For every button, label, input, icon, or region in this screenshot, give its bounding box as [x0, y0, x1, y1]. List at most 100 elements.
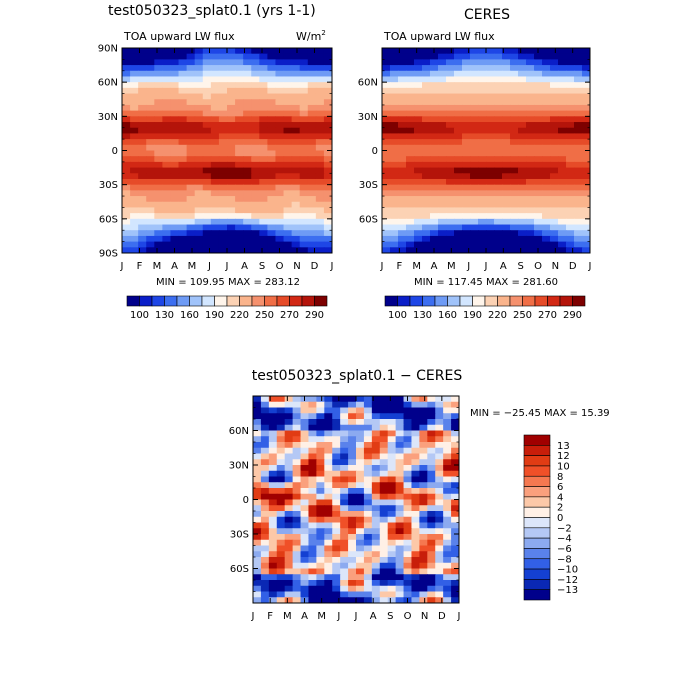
heatmap-cell	[451, 597, 459, 603]
heatmap-cell	[267, 224, 277, 231]
heatmap-cell	[210, 133, 220, 140]
heatmap-cell	[276, 407, 286, 414]
panel-diff: test050323_splat0.1 − CERES 60N30N030S60…	[229, 368, 610, 622]
heatmap-cell	[356, 580, 365, 587]
heatmap-cell	[422, 70, 431, 78]
x-tick-label: O	[276, 261, 284, 272]
heatmap-cell	[462, 76, 471, 83]
heatmap-cell	[390, 133, 399, 140]
heatmap-cell	[486, 59, 495, 66]
heatmap-cell	[390, 201, 399, 209]
heatmap-cell	[332, 505, 341, 512]
heatmap-cell	[340, 465, 349, 472]
heatmap-cell	[202, 116, 212, 123]
heatmap-cell	[122, 167, 131, 174]
heatmap-cell	[138, 116, 147, 123]
heatmap-cell	[398, 247, 407, 253]
heatmap-cell	[259, 144, 268, 152]
heatmap-cell	[403, 568, 413, 575]
heatmap-cell	[411, 407, 420, 414]
panel-obs-title: CERES	[464, 7, 510, 23]
heatmap-cell	[146, 150, 155, 157]
heatmap-cell	[323, 127, 332, 135]
heatmap-cell	[210, 150, 220, 157]
heatmap-cell	[558, 70, 567, 78]
heatmap-cell	[363, 482, 373, 489]
heatmap-cell	[253, 407, 262, 414]
heatmap-cell	[510, 48, 519, 55]
x-tick-label: N	[421, 611, 428, 622]
heatmap-cell	[316, 470, 325, 478]
heatmap-cell	[470, 127, 479, 135]
heatmap-cell	[276, 401, 286, 409]
heatmap-cell	[276, 459, 286, 466]
heatmap-cell	[403, 591, 413, 598]
heatmap-cell	[454, 247, 463, 253]
y-tick-label: 60S	[99, 214, 118, 225]
heatmap-cell	[534, 122, 543, 129]
heatmap-cell	[253, 453, 262, 460]
heatmap-cell	[470, 65, 479, 72]
heatmap-cell	[371, 591, 381, 598]
heatmap-cell	[299, 150, 309, 157]
heatmap-cell	[324, 396, 333, 403]
heatmap-cell	[291, 65, 301, 72]
heatmap-cell	[398, 156, 407, 163]
heatmap-cell	[550, 133, 559, 140]
heatmap-cell	[574, 196, 583, 203]
heatmap-cell	[260, 419, 270, 426]
heatmap-cell	[348, 436, 357, 443]
heatmap-cell	[332, 516, 341, 524]
heatmap-cell	[332, 522, 341, 529]
heatmap-cell	[582, 184, 590, 191]
heatmap-cell	[154, 48, 163, 55]
heatmap-cell	[430, 127, 439, 135]
heatmap-cell	[268, 453, 278, 460]
heatmap-cell	[210, 230, 220, 237]
heatmap-cell	[308, 551, 317, 558]
heatmap-cell	[435, 562, 444, 570]
heatmap-cell	[419, 401, 428, 409]
heatmap-cell	[582, 196, 590, 203]
heatmap-cell	[275, 116, 285, 123]
heatmap-cell	[291, 116, 301, 123]
heatmap-cell	[340, 470, 349, 478]
heatmap-cell	[438, 139, 447, 146]
heatmap-cell	[202, 184, 212, 191]
heatmap-cell	[542, 207, 551, 214]
heatmap-cell	[292, 396, 302, 403]
heatmap-cell	[518, 70, 527, 78]
heatmap-cell	[526, 230, 535, 237]
x-tick-label: F	[137, 261, 143, 272]
heatmap-cell	[154, 241, 163, 248]
heatmap-cell	[243, 207, 252, 214]
heatmap-cell	[227, 235, 236, 243]
heatmap-cell	[243, 53, 252, 60]
heatmap-cell	[268, 470, 278, 478]
colorbar-swatch	[523, 445, 551, 456]
heatmap-cell	[371, 557, 381, 564]
heatmap-cell	[235, 224, 244, 231]
heatmap-cell	[260, 488, 270, 495]
heatmap-cell	[566, 99, 575, 106]
heatmap-cell	[130, 156, 139, 163]
heatmap-cell	[259, 213, 268, 220]
heatmap-cell	[253, 511, 262, 518]
heatmap-cell	[291, 70, 301, 78]
heatmap-cell	[283, 201, 293, 209]
heatmap-cell	[534, 116, 543, 123]
heatmap-cell	[299, 224, 309, 231]
heatmap-cell	[470, 190, 479, 197]
heatmap-cell	[122, 65, 131, 72]
heatmap-cell	[403, 580, 413, 587]
heatmap-cell	[283, 190, 293, 197]
heatmap-cell	[146, 65, 155, 72]
heatmap-cell	[315, 127, 325, 135]
heatmap-cell	[154, 184, 163, 191]
heatmap-cell	[316, 511, 325, 518]
heatmap-cell	[395, 516, 405, 524]
heatmap-cell	[451, 574, 459, 581]
heatmap-cell	[202, 178, 212, 186]
heatmap-cell	[398, 190, 407, 197]
heatmap-cell	[315, 213, 325, 220]
